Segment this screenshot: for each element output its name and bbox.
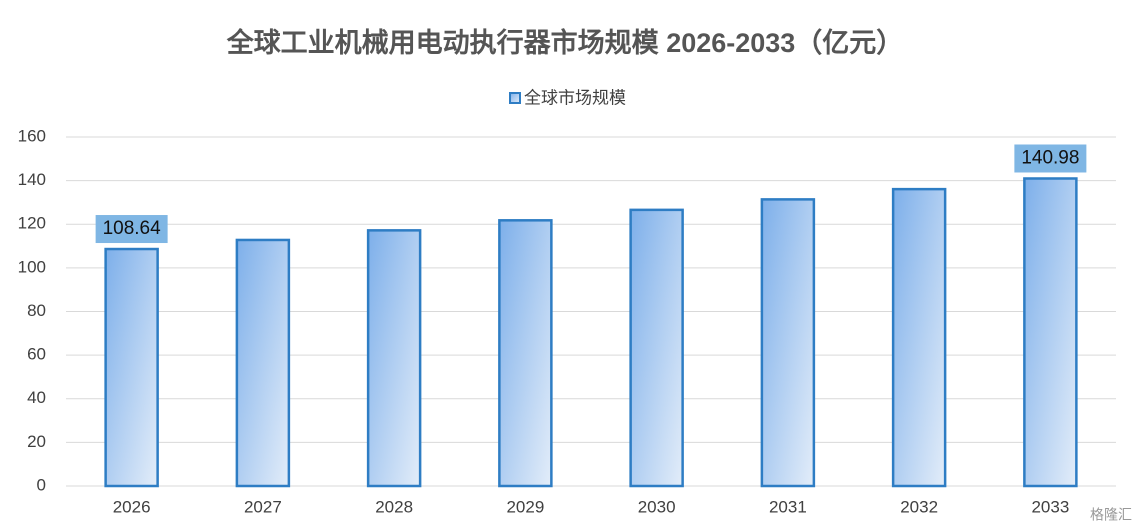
bar [498, 219, 553, 488]
x-tick-label: 2029 [506, 497, 544, 516]
y-tick-label: 80 [27, 301, 46, 320]
bar [760, 198, 816, 488]
y-tick-label: 40 [27, 388, 46, 407]
chart-title: 全球工业机械用电动执行器市场规模 2026-2033（亿元） [226, 27, 904, 58]
bar [629, 208, 684, 488]
data-label: 108.64 [103, 218, 162, 239]
watermark: 格隆汇 [1090, 507, 1132, 523]
bar [235, 238, 291, 488]
y-tick-label: 20 [27, 432, 46, 451]
bar [1023, 177, 1078, 488]
x-tick-label: 2033 [1031, 497, 1069, 516]
x-tick-label: 2031 [769, 497, 807, 516]
bar [891, 187, 947, 488]
y-tick-label: 120 [18, 214, 46, 233]
x-tick-label: 2028 [375, 497, 413, 516]
x-tick-label: 2026 [113, 497, 151, 516]
y-tick-label: 60 [27, 345, 46, 364]
bar [366, 229, 422, 488]
y-tick-label: 160 [18, 126, 46, 145]
data-label-box [1014, 144, 1087, 173]
bar [104, 247, 159, 488]
x-tick-label: 2032 [900, 497, 938, 516]
y-tick-label: 140 [18, 170, 46, 189]
x-tick-label: 2030 [638, 497, 676, 516]
data-label: 140.98 [1021, 148, 1079, 169]
legend-label: 全球市场规模 [524, 88, 626, 107]
data-label-box [95, 215, 168, 244]
y-tick-label: 0 [37, 475, 46, 494]
legend-swatch [509, 92, 521, 104]
x-tick-label: 2027 [244, 497, 282, 516]
y-tick-label: 100 [18, 257, 46, 276]
